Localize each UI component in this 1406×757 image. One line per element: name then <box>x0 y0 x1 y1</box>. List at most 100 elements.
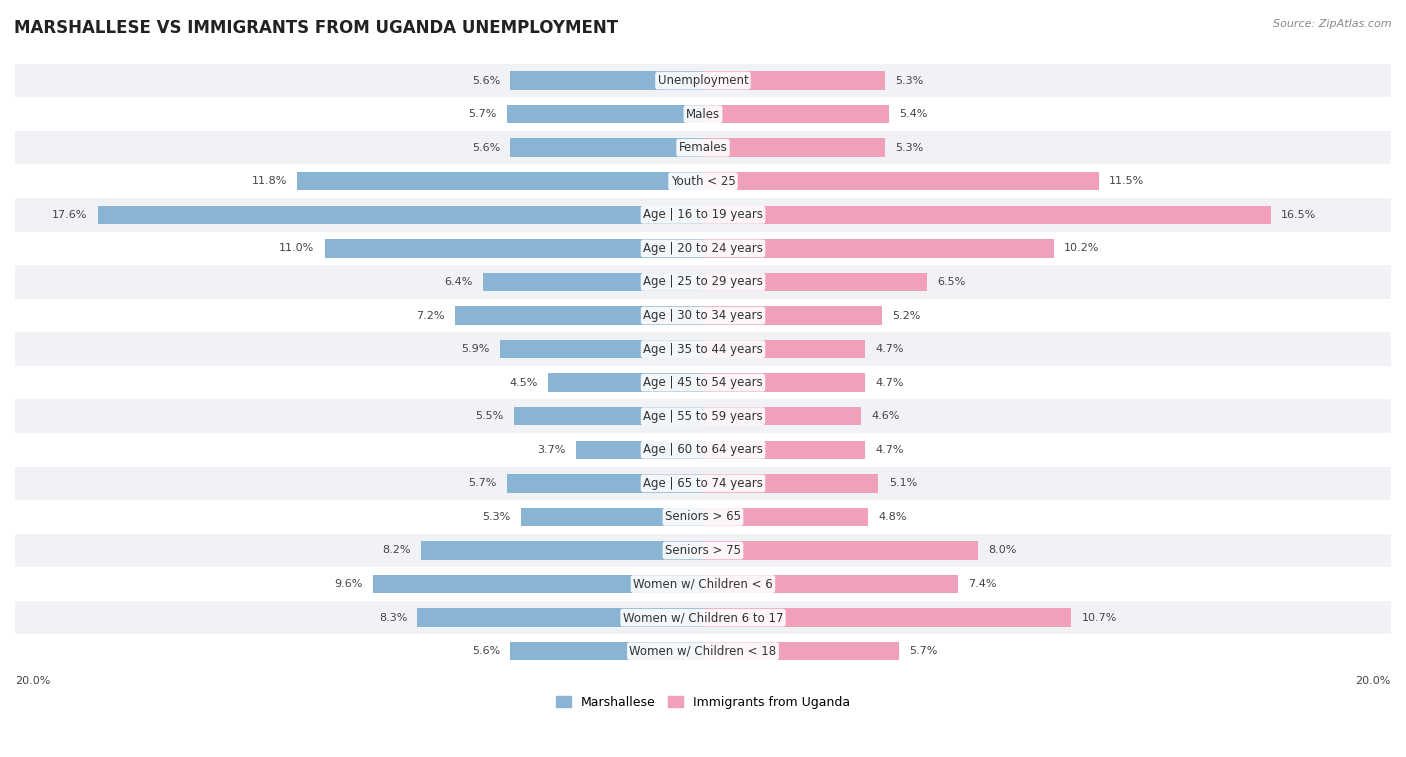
Text: 4.5%: 4.5% <box>509 378 538 388</box>
Bar <box>15 299 1391 332</box>
Text: 11.5%: 11.5% <box>1109 176 1144 186</box>
Text: 16.5%: 16.5% <box>1281 210 1316 220</box>
Text: Seniors > 65: Seniors > 65 <box>665 510 741 523</box>
Text: MARSHALLESE VS IMMIGRANTS FROM UGANDA UNEMPLOYMENT: MARSHALLESE VS IMMIGRANTS FROM UGANDA UN… <box>14 19 619 37</box>
Bar <box>15 232 1391 265</box>
Bar <box>703 172 1098 191</box>
Bar <box>15 98 1391 131</box>
Bar <box>703 373 865 392</box>
Text: Women w/ Children 6 to 17: Women w/ Children 6 to 17 <box>623 611 783 624</box>
Bar <box>703 273 927 291</box>
Text: 4.8%: 4.8% <box>879 512 907 522</box>
Text: 20.0%: 20.0% <box>1355 676 1391 687</box>
Bar <box>420 541 703 559</box>
Bar <box>703 407 862 425</box>
Bar <box>15 433 1391 466</box>
Text: Age | 35 to 44 years: Age | 35 to 44 years <box>643 343 763 356</box>
Bar <box>15 466 1391 500</box>
Bar <box>15 400 1391 433</box>
Bar <box>15 567 1391 601</box>
Text: 17.6%: 17.6% <box>52 210 87 220</box>
Text: 20.0%: 20.0% <box>15 676 51 687</box>
Bar <box>703 105 889 123</box>
Text: 4.6%: 4.6% <box>872 411 900 421</box>
Bar <box>510 139 703 157</box>
Bar <box>520 508 703 526</box>
Bar <box>15 131 1391 164</box>
Text: Age | 45 to 54 years: Age | 45 to 54 years <box>643 376 763 389</box>
Text: 4.7%: 4.7% <box>875 445 904 455</box>
Text: Males: Males <box>686 107 720 120</box>
Text: Females: Females <box>679 142 727 154</box>
Bar <box>703 139 886 157</box>
Bar <box>703 206 1271 224</box>
Bar <box>15 198 1391 232</box>
Bar <box>703 307 882 325</box>
Text: 5.5%: 5.5% <box>475 411 503 421</box>
Bar <box>703 541 979 559</box>
Text: 5.7%: 5.7% <box>468 109 496 119</box>
Text: 5.7%: 5.7% <box>468 478 496 488</box>
Text: 5.3%: 5.3% <box>482 512 510 522</box>
Bar <box>513 407 703 425</box>
Text: Youth < 25: Youth < 25 <box>671 175 735 188</box>
Bar <box>548 373 703 392</box>
Text: 5.3%: 5.3% <box>896 142 924 153</box>
Text: 5.2%: 5.2% <box>893 310 921 320</box>
Bar <box>508 105 703 123</box>
Bar <box>703 239 1054 257</box>
Bar <box>15 332 1391 366</box>
Bar <box>575 441 703 459</box>
Bar <box>97 206 703 224</box>
Text: 6.5%: 6.5% <box>936 277 965 287</box>
Text: 4.7%: 4.7% <box>875 378 904 388</box>
Text: Source: ZipAtlas.com: Source: ZipAtlas.com <box>1274 19 1392 29</box>
Text: 4.7%: 4.7% <box>875 344 904 354</box>
Text: 7.2%: 7.2% <box>416 310 446 320</box>
Bar <box>15 634 1391 668</box>
Text: Women w/ Children < 6: Women w/ Children < 6 <box>633 578 773 590</box>
Bar <box>703 71 886 90</box>
Text: Age | 30 to 34 years: Age | 30 to 34 years <box>643 309 763 322</box>
Text: Age | 16 to 19 years: Age | 16 to 19 years <box>643 208 763 221</box>
Text: 7.4%: 7.4% <box>967 579 997 589</box>
Bar <box>297 172 703 191</box>
Bar <box>703 340 865 358</box>
Bar <box>703 508 868 526</box>
Text: Unemployment: Unemployment <box>658 74 748 87</box>
Bar <box>508 474 703 493</box>
Bar <box>15 265 1391 299</box>
Bar <box>510 642 703 660</box>
Text: Women w/ Children < 18: Women w/ Children < 18 <box>630 645 776 658</box>
Bar <box>15 64 1391 98</box>
Text: 5.9%: 5.9% <box>461 344 489 354</box>
Text: Age | 25 to 29 years: Age | 25 to 29 years <box>643 276 763 288</box>
Text: 5.3%: 5.3% <box>896 76 924 86</box>
Text: 5.6%: 5.6% <box>472 142 501 153</box>
Text: 6.4%: 6.4% <box>444 277 472 287</box>
Bar <box>373 575 703 593</box>
Bar <box>703 474 879 493</box>
Bar <box>15 534 1391 567</box>
Text: 10.7%: 10.7% <box>1081 612 1116 622</box>
Text: 5.6%: 5.6% <box>472 646 501 656</box>
Text: 3.7%: 3.7% <box>537 445 565 455</box>
Bar <box>703 575 957 593</box>
Text: Age | 65 to 74 years: Age | 65 to 74 years <box>643 477 763 490</box>
Text: Age | 55 to 59 years: Age | 55 to 59 years <box>643 410 763 422</box>
Bar <box>510 71 703 90</box>
Legend: Marshallese, Immigrants from Uganda: Marshallese, Immigrants from Uganda <box>551 691 855 714</box>
Text: 8.0%: 8.0% <box>988 546 1017 556</box>
Bar <box>15 601 1391 634</box>
Text: 10.2%: 10.2% <box>1064 244 1099 254</box>
Bar <box>703 609 1071 627</box>
Bar <box>418 609 703 627</box>
Text: 5.6%: 5.6% <box>472 76 501 86</box>
Bar <box>15 366 1391 400</box>
Bar <box>15 164 1391 198</box>
Bar <box>482 273 703 291</box>
Bar <box>703 642 898 660</box>
Text: Age | 20 to 24 years: Age | 20 to 24 years <box>643 242 763 255</box>
Text: 5.7%: 5.7% <box>910 646 938 656</box>
Text: 5.4%: 5.4% <box>898 109 928 119</box>
